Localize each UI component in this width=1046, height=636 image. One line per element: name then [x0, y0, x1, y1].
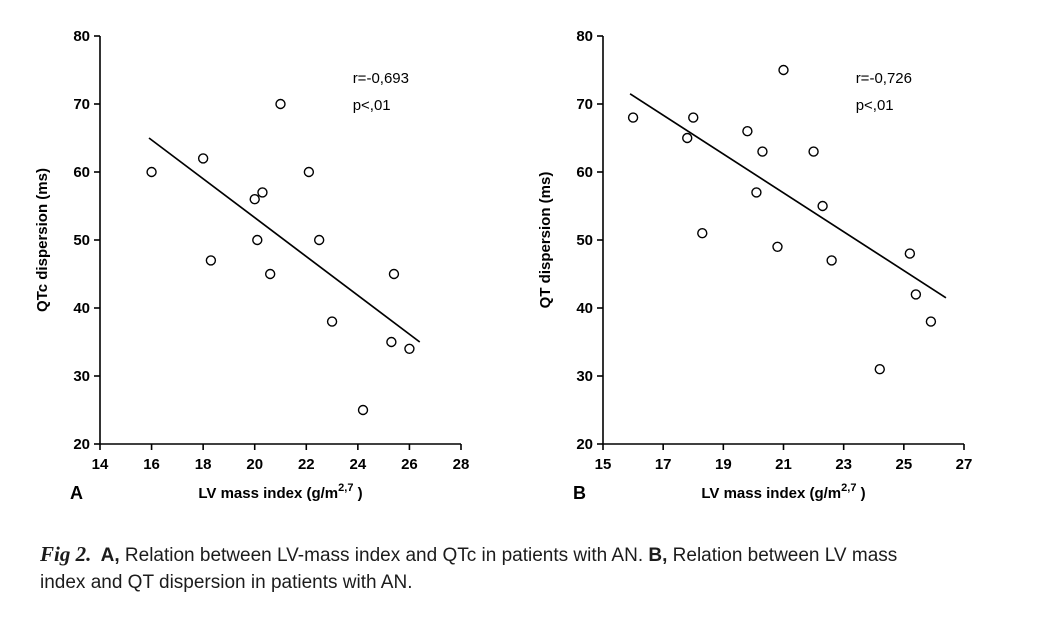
svg-text:p<,01: p<,01 [856, 97, 894, 114]
scatter-plot-qt-vs-lv-mass: 20 30 40 50 60 70 80 15 17 19 21 23 25 27 QT dispersio… [537, 28, 973, 502]
svg-text:70: 70 [576, 96, 593, 113]
svg-text:QTc dispersion (ms): QTc dispersion (ms) [34, 168, 51, 312]
svg-text:40: 40 [576, 300, 593, 317]
svg-text:20: 20 [576, 436, 593, 453]
caption-part-b-label: B, [648, 545, 668, 566]
svg-text:80: 80 [73, 28, 90, 45]
svg-text:25: 25 [895, 456, 912, 473]
svg-text:15: 15 [595, 456, 612, 473]
svg-text:30: 30 [576, 368, 593, 385]
svg-text:QT dispersion (ms): QT dispersion (ms) [537, 172, 554, 309]
svg-text:p<,01: p<,01 [353, 97, 391, 114]
svg-text:30: 30 [73, 368, 90, 385]
svg-text:27: 27 [956, 456, 973, 473]
caption-part-a-label: A, [100, 545, 120, 566]
caption-part-a-text: Relation between LV-mass index and QTc i… [119, 545, 649, 566]
svg-text:22: 22 [298, 456, 315, 473]
figure-number-label: Fig 2. [40, 542, 92, 566]
svg-text:50: 50 [73, 232, 90, 249]
charts-row: 20 30 40 50 60 70 80 14 16 18 20 22 24 26 28 QTc disper… [28, 6, 1046, 518]
svg-text:r=-0,693: r=-0,693 [353, 70, 409, 87]
panel-label-a: A [70, 483, 83, 503]
svg-text:14: 14 [92, 456, 109, 473]
svg-text:16: 16 [143, 456, 160, 473]
scatter-plot-qtc-vs-lv-mass: 20 30 40 50 60 70 80 14 16 18 20 22 24 26 28 QTc disper… [34, 28, 470, 502]
svg-text:80: 80 [576, 28, 593, 45]
chart-panel-a: 20 30 40 50 60 70 80 14 16 18 20 22 24 26 28 QTc disper… [28, 6, 483, 518]
svg-text:26: 26 [401, 456, 418, 473]
svg-text:LV mass index (g/m2,7 ): LV mass index (g/m2,7 ) [701, 482, 865, 502]
svg-text:18: 18 [195, 456, 212, 473]
svg-text:60: 60 [576, 164, 593, 181]
svg-text:19: 19 [715, 456, 732, 473]
svg-text:28: 28 [453, 456, 470, 473]
chart-panel-b: 20 30 40 50 60 70 80 15 17 19 21 23 25 27 QT dispersio… [531, 6, 986, 518]
svg-text:21: 21 [775, 456, 792, 473]
caption-part-b-text: Relation between LV mass index and QT di… [40, 545, 898, 593]
svg-text:24: 24 [350, 456, 367, 473]
svg-text:60: 60 [73, 164, 90, 181]
svg-text:40: 40 [73, 300, 90, 317]
svg-text:50: 50 [576, 232, 593, 249]
panel-label-b: B [573, 483, 586, 503]
svg-text:70: 70 [73, 96, 90, 113]
svg-text:r=-0,726: r=-0,726 [856, 70, 912, 87]
svg-text:20: 20 [73, 436, 90, 453]
svg-text:23: 23 [835, 456, 852, 473]
svg-text:20: 20 [246, 456, 263, 473]
figure-caption: Fig 2. A, Relation between LV-mass index… [40, 540, 935, 597]
svg-text:LV mass index (g/m2,7 ): LV mass index (g/m2,7 ) [198, 482, 362, 502]
svg-text:17: 17 [655, 456, 672, 473]
